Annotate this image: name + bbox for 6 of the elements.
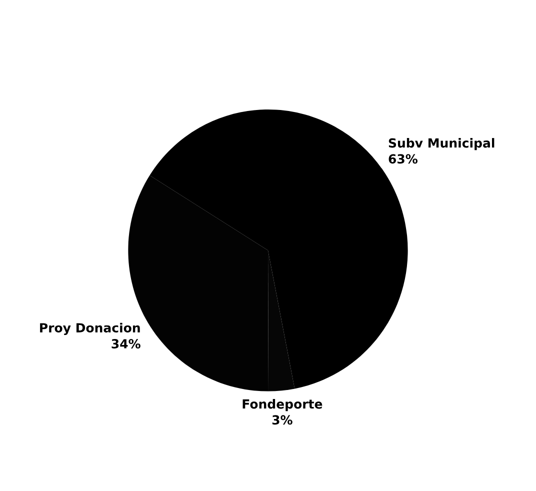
slice-label: Fondeporte xyxy=(242,399,322,412)
slice-label: Subv Municipal xyxy=(388,138,494,150)
data-label: 63% xyxy=(388,154,418,164)
data-label: 34% xyxy=(112,339,140,348)
data-label: 3% xyxy=(272,415,292,425)
slice-label: Proy Donacion xyxy=(40,322,140,336)
